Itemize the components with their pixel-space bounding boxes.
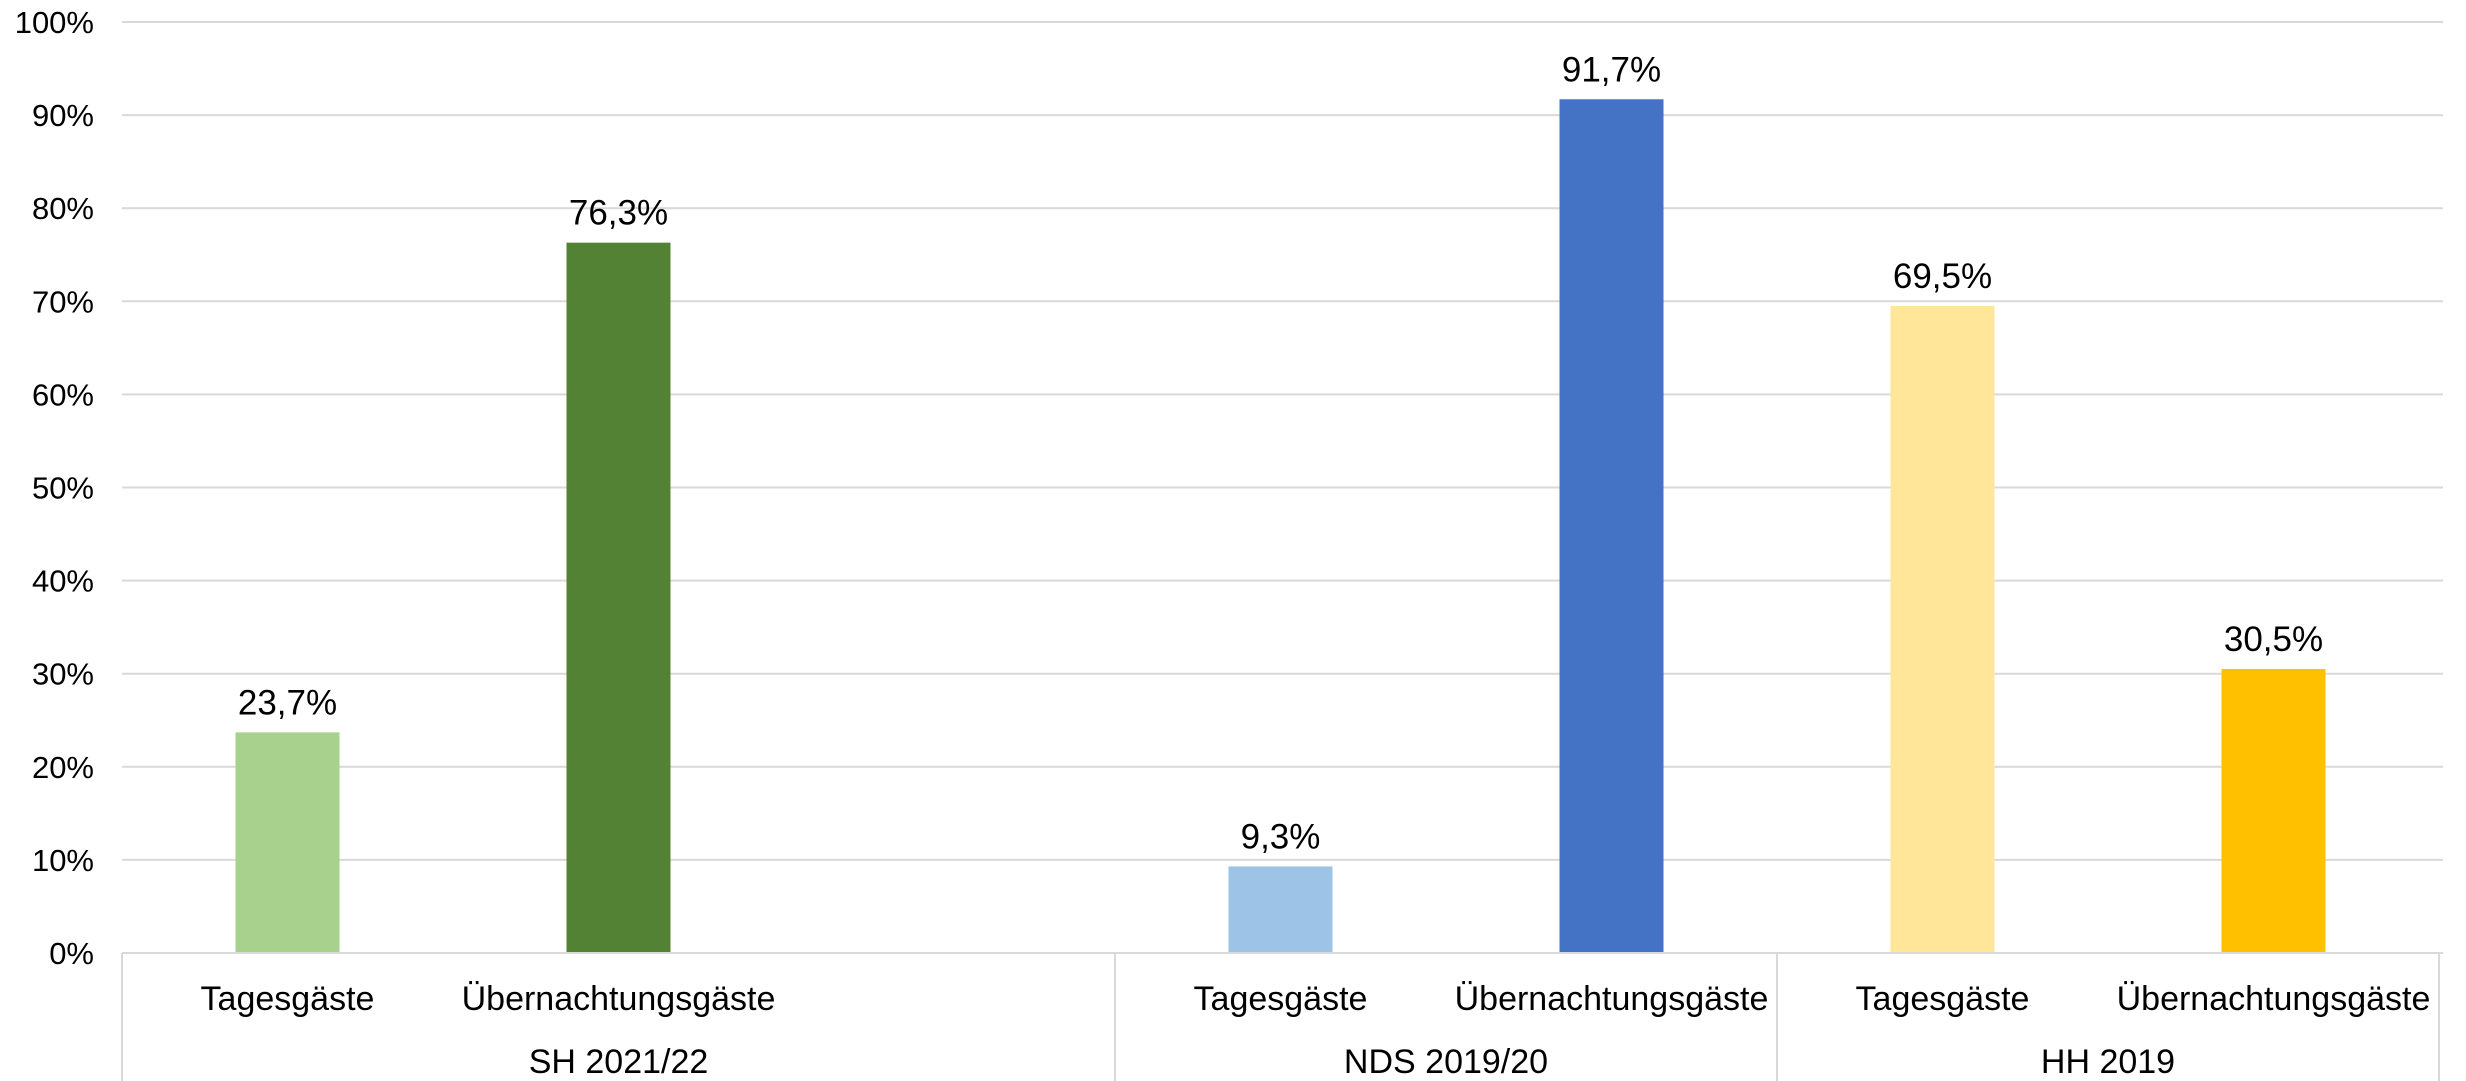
- data-label: 30,5%: [2224, 620, 2323, 659]
- y-tick-label: 90%: [32, 98, 94, 133]
- bar: [1228, 866, 1333, 953]
- category-label: Tagesgäste: [1194, 980, 1368, 1018]
- data-label: 76,3%: [569, 194, 668, 233]
- gridlines: [122, 21, 2443, 861]
- bar: [566, 242, 671, 954]
- data-label: 91,7%: [1562, 50, 1661, 89]
- group-label: SH 2021/22: [529, 1043, 709, 1081]
- y-tick-label: 70%: [32, 284, 94, 319]
- y-tick-label: 30%: [32, 657, 94, 692]
- y-tick-label: 50%: [32, 471, 94, 506]
- category-label: Übernachtungsgäste: [1455, 980, 1769, 1018]
- group-label: HH 2019: [2041, 1043, 2175, 1081]
- data-label: 9,3%: [1241, 817, 1321, 856]
- data-label: 23,7%: [238, 683, 337, 722]
- x-axis: Tagesgäste Übernachtungsgäste SH 2021/22 Ta…: [121, 952, 2443, 1081]
- bar: [1559, 99, 1664, 953]
- y-tick-label: 60%: [32, 377, 94, 412]
- category-label: Übernachtungsgäste: [462, 980, 776, 1018]
- data-label: 69,5%: [1893, 257, 1992, 296]
- category-label: Übernachtungsgäste: [2117, 980, 2431, 1018]
- bar: [235, 732, 340, 953]
- bars: 23,7% 76,3% 9,3% 91,7% 69,5% 30,5%: [235, 50, 2326, 954]
- group-label: NDS 2019/20: [1344, 1043, 1548, 1081]
- category-label: Tagesgäste: [201, 980, 375, 1018]
- category-label: Tagesgäste: [1856, 980, 2030, 1018]
- y-tick-label: 10%: [32, 843, 94, 878]
- y-tick-label: 80%: [32, 191, 94, 226]
- y-tick-label: 100%: [15, 5, 94, 40]
- y-tick-label: 0%: [49, 936, 94, 971]
- bar: [1890, 305, 1995, 954]
- y-tick-label: 40%: [32, 564, 94, 599]
- y-tick-label: 20%: [32, 750, 94, 785]
- bar: [2221, 669, 2326, 953]
- y-axis: 0% 10% 20% 30% 40% 50% 60% 70% 80% 90% 100%: [15, 5, 94, 971]
